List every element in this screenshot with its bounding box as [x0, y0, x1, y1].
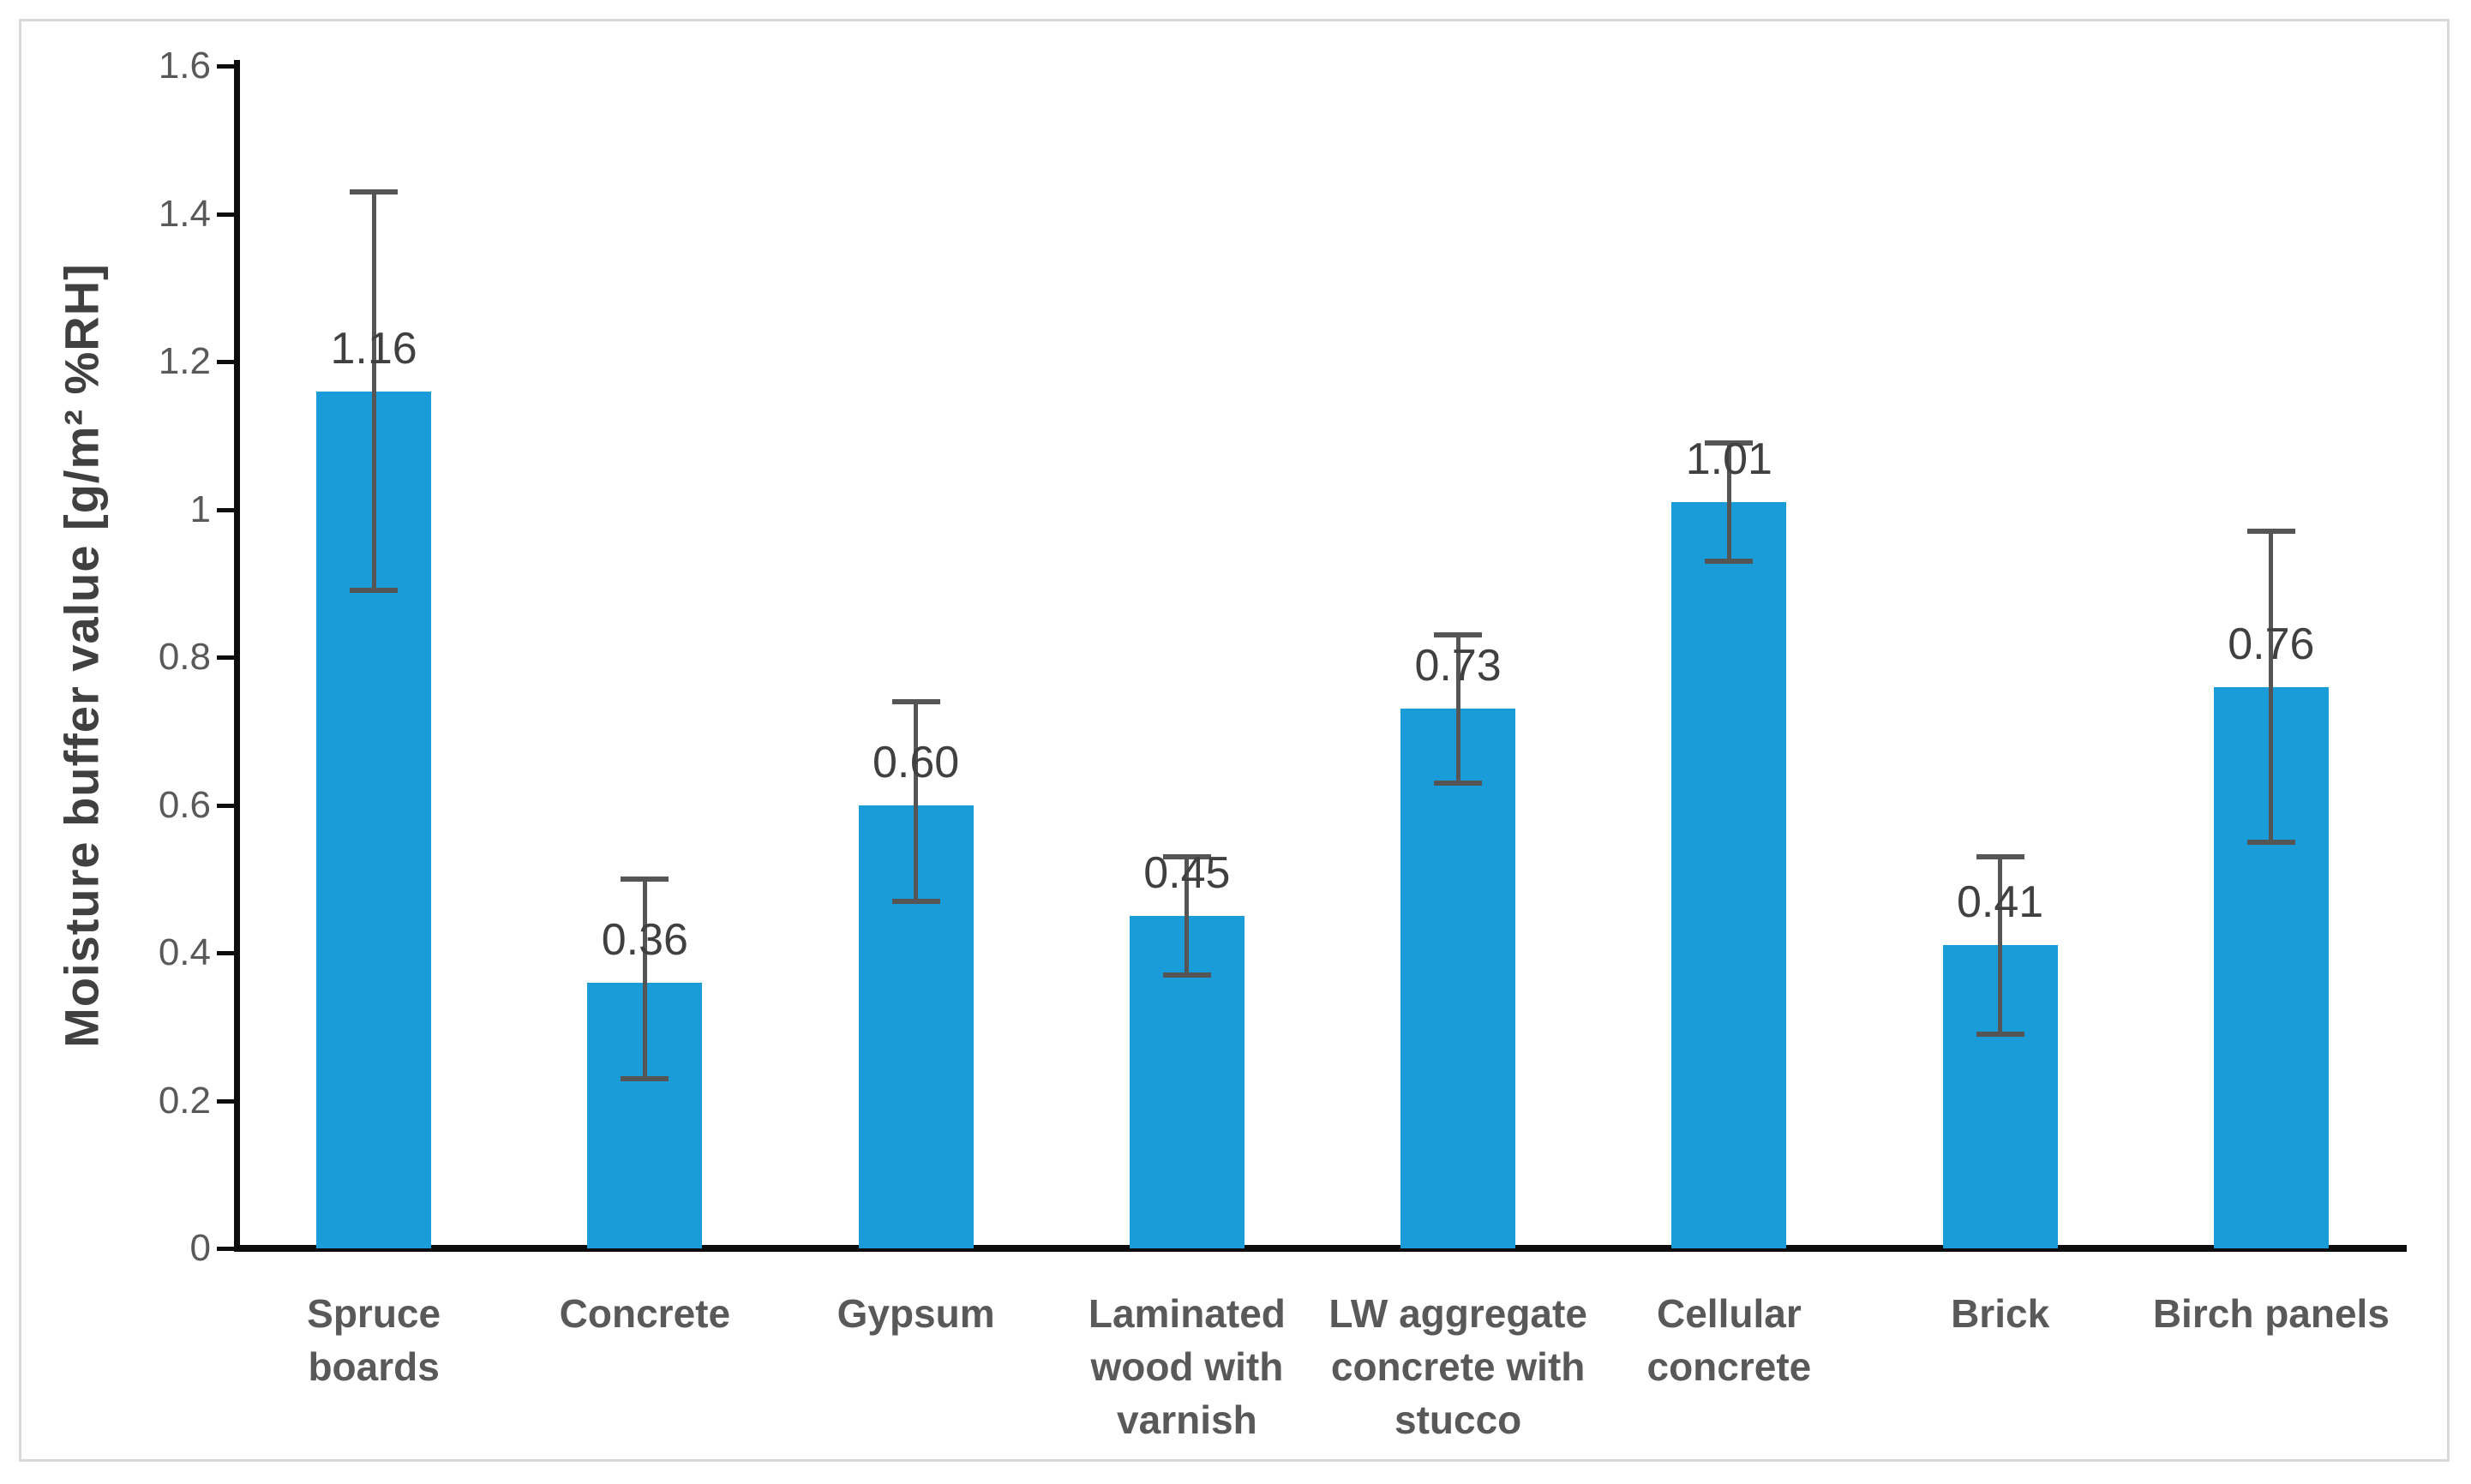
error-bar-cap-top	[2246, 529, 2295, 535]
category-label: Cellular concrete	[1646, 1291, 1812, 1389]
y-tick-label: 0.8	[158, 636, 211, 678]
y-axis-line	[234, 60, 240, 1252]
error-bar-cap-top	[891, 698, 940, 704]
error-bar-cap-top	[1434, 632, 1483, 638]
error-bar-cap-top	[1976, 853, 2024, 859]
error-bar-cap-bottom	[621, 1075, 669, 1081]
error-bar-line	[371, 191, 376, 591]
y-tick-mark	[217, 64, 236, 69]
bar	[1400, 709, 1516, 1248]
y-tick-label: 0.4	[158, 931, 211, 973]
y-tick-label: 1.6	[158, 45, 211, 87]
error-bar-cap-top	[1705, 440, 1754, 446]
y-tick-mark	[217, 655, 236, 660]
error-bar-line	[1185, 856, 1190, 975]
category-label: Concrete	[559, 1291, 731, 1336]
y-tick-label: 0.6	[158, 783, 211, 826]
y-tick-mark	[217, 951, 236, 955]
x-axis-line	[234, 1245, 2407, 1252]
error-bar-cap-top	[1162, 853, 1211, 859]
bar-value-label: 1.16	[330, 323, 417, 374]
error-bar-line	[1455, 635, 1460, 783]
error-bar-cap-bottom	[1162, 972, 1211, 978]
y-tick-label: 0	[189, 1227, 211, 1269]
error-bar-cap-bottom	[1976, 1031, 2024, 1037]
error-bar-cap-top	[621, 876, 669, 882]
y-tick-label: 1.4	[158, 192, 211, 235]
bar-value-label: 0.41	[1957, 877, 2044, 928]
y-tick-label: 0.2	[158, 1079, 211, 1122]
bar-value-label: 0.73	[1414, 641, 1502, 691]
y-tick-label: 1.2	[158, 340, 211, 382]
error-bar-cap-bottom	[1434, 780, 1483, 786]
bar-value-label: 0.36	[601, 914, 688, 965]
error-bar-line	[2269, 531, 2274, 842]
error-bar-cap-bottom	[350, 588, 399, 594]
bar-value-label: 0.60	[873, 737, 960, 787]
y-tick-mark	[217, 507, 236, 512]
category-label: Birch panels	[2152, 1291, 2390, 1336]
bar-value-label: 1.01	[1685, 434, 1772, 484]
y-tick-mark	[217, 1098, 236, 1104]
y-tick-mark	[217, 212, 236, 217]
error-bar-cap-bottom	[1705, 558, 1754, 564]
bar	[1671, 501, 1787, 1248]
y-tick-mark	[217, 803, 236, 808]
error-bar-line	[1998, 856, 2003, 1034]
bar-value-label: 0.76	[2228, 619, 2315, 669]
y-tick-label: 1	[189, 488, 211, 530]
error-bar-cap-bottom	[891, 898, 940, 904]
error-bar-line	[1726, 442, 1731, 561]
category-label: Laminated wood with varnish	[1088, 1291, 1286, 1442]
category-label: Brick	[1951, 1291, 2050, 1336]
y-tick-mark	[217, 1247, 236, 1251]
error-bar-line	[642, 878, 647, 1079]
category-label: LW aggregate concrete with stucco	[1328, 1291, 1587, 1442]
error-bar-cap-bottom	[2246, 839, 2295, 845]
error-bar-cap-top	[350, 188, 399, 194]
category-label: Spruce boards	[307, 1291, 441, 1389]
category-label: Gypsum	[837, 1291, 995, 1336]
error-bar-line	[914, 701, 919, 901]
bar-value-label: 0.45	[1143, 847, 1231, 898]
y-tick-mark	[217, 360, 236, 364]
